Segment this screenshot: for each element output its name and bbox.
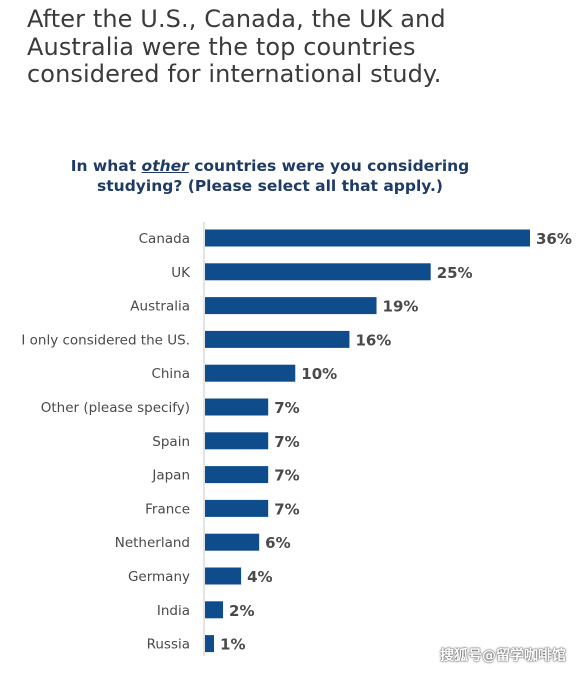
bar <box>205 533 260 551</box>
headline-line-3: considered for international study. <box>27 60 442 88</box>
bar <box>205 432 269 450</box>
category-label: Japan <box>151 468 190 484</box>
watermark: 搜狐号@留学咖啡馆 <box>440 648 566 664</box>
category-label: Canada <box>139 231 190 247</box>
question-emphasis: other <box>141 157 189 175</box>
headline-line-1: After the U.S., Canada, the UK and <box>27 5 446 33</box>
data-label: 1% <box>220 636 245 654</box>
category-label: Spain <box>152 434 190 450</box>
bar <box>205 635 215 653</box>
data-label: 10% <box>301 365 337 383</box>
bar <box>205 466 269 484</box>
headline: After the U.S., Canada, the UK and Austr… <box>27 5 567 89</box>
data-label: 19% <box>383 298 419 316</box>
data-label: 6% <box>265 534 290 552</box>
category-label: Australia <box>130 299 190 315</box>
data-label: 4% <box>247 568 272 586</box>
headline-line-2: Australia were the top countries <box>27 32 416 61</box>
category-label: France <box>145 501 190 517</box>
category-label: Russia <box>147 637 190 653</box>
data-label: 16% <box>355 331 391 349</box>
question-part-1: In what <box>70 157 142 175</box>
bar <box>205 601 224 619</box>
data-label: 25% <box>437 264 473 282</box>
category-label: Germany <box>128 569 190 585</box>
bar <box>205 567 242 585</box>
bar <box>205 398 269 416</box>
bar <box>205 364 296 382</box>
chart-question: In what other countries were you conside… <box>0 156 540 196</box>
category-label: Netherland <box>115 535 190 551</box>
data-label: 36% <box>536 230 572 248</box>
category-label: UK <box>171 265 191 281</box>
bar <box>205 297 377 315</box>
question-part-2: countries were you considering <box>188 157 470 175</box>
data-label: 7% <box>274 467 299 485</box>
question-line-2: studying? (Please select all that apply.… <box>97 177 443 195</box>
bar <box>205 499 269 517</box>
data-label: 2% <box>229 602 254 620</box>
bar <box>205 229 530 247</box>
data-label: 7% <box>274 399 299 417</box>
bar <box>205 330 350 348</box>
category-label: India <box>157 603 190 619</box>
category-label: China <box>151 366 190 382</box>
data-label: 7% <box>274 500 299 518</box>
category-label: Other (please specify) <box>41 400 190 416</box>
category-label: I only considered the US. <box>21 332 190 348</box>
data-label: 7% <box>274 433 299 451</box>
bar <box>205 263 431 281</box>
question-line-1: In what other countries were you conside… <box>0 156 540 176</box>
